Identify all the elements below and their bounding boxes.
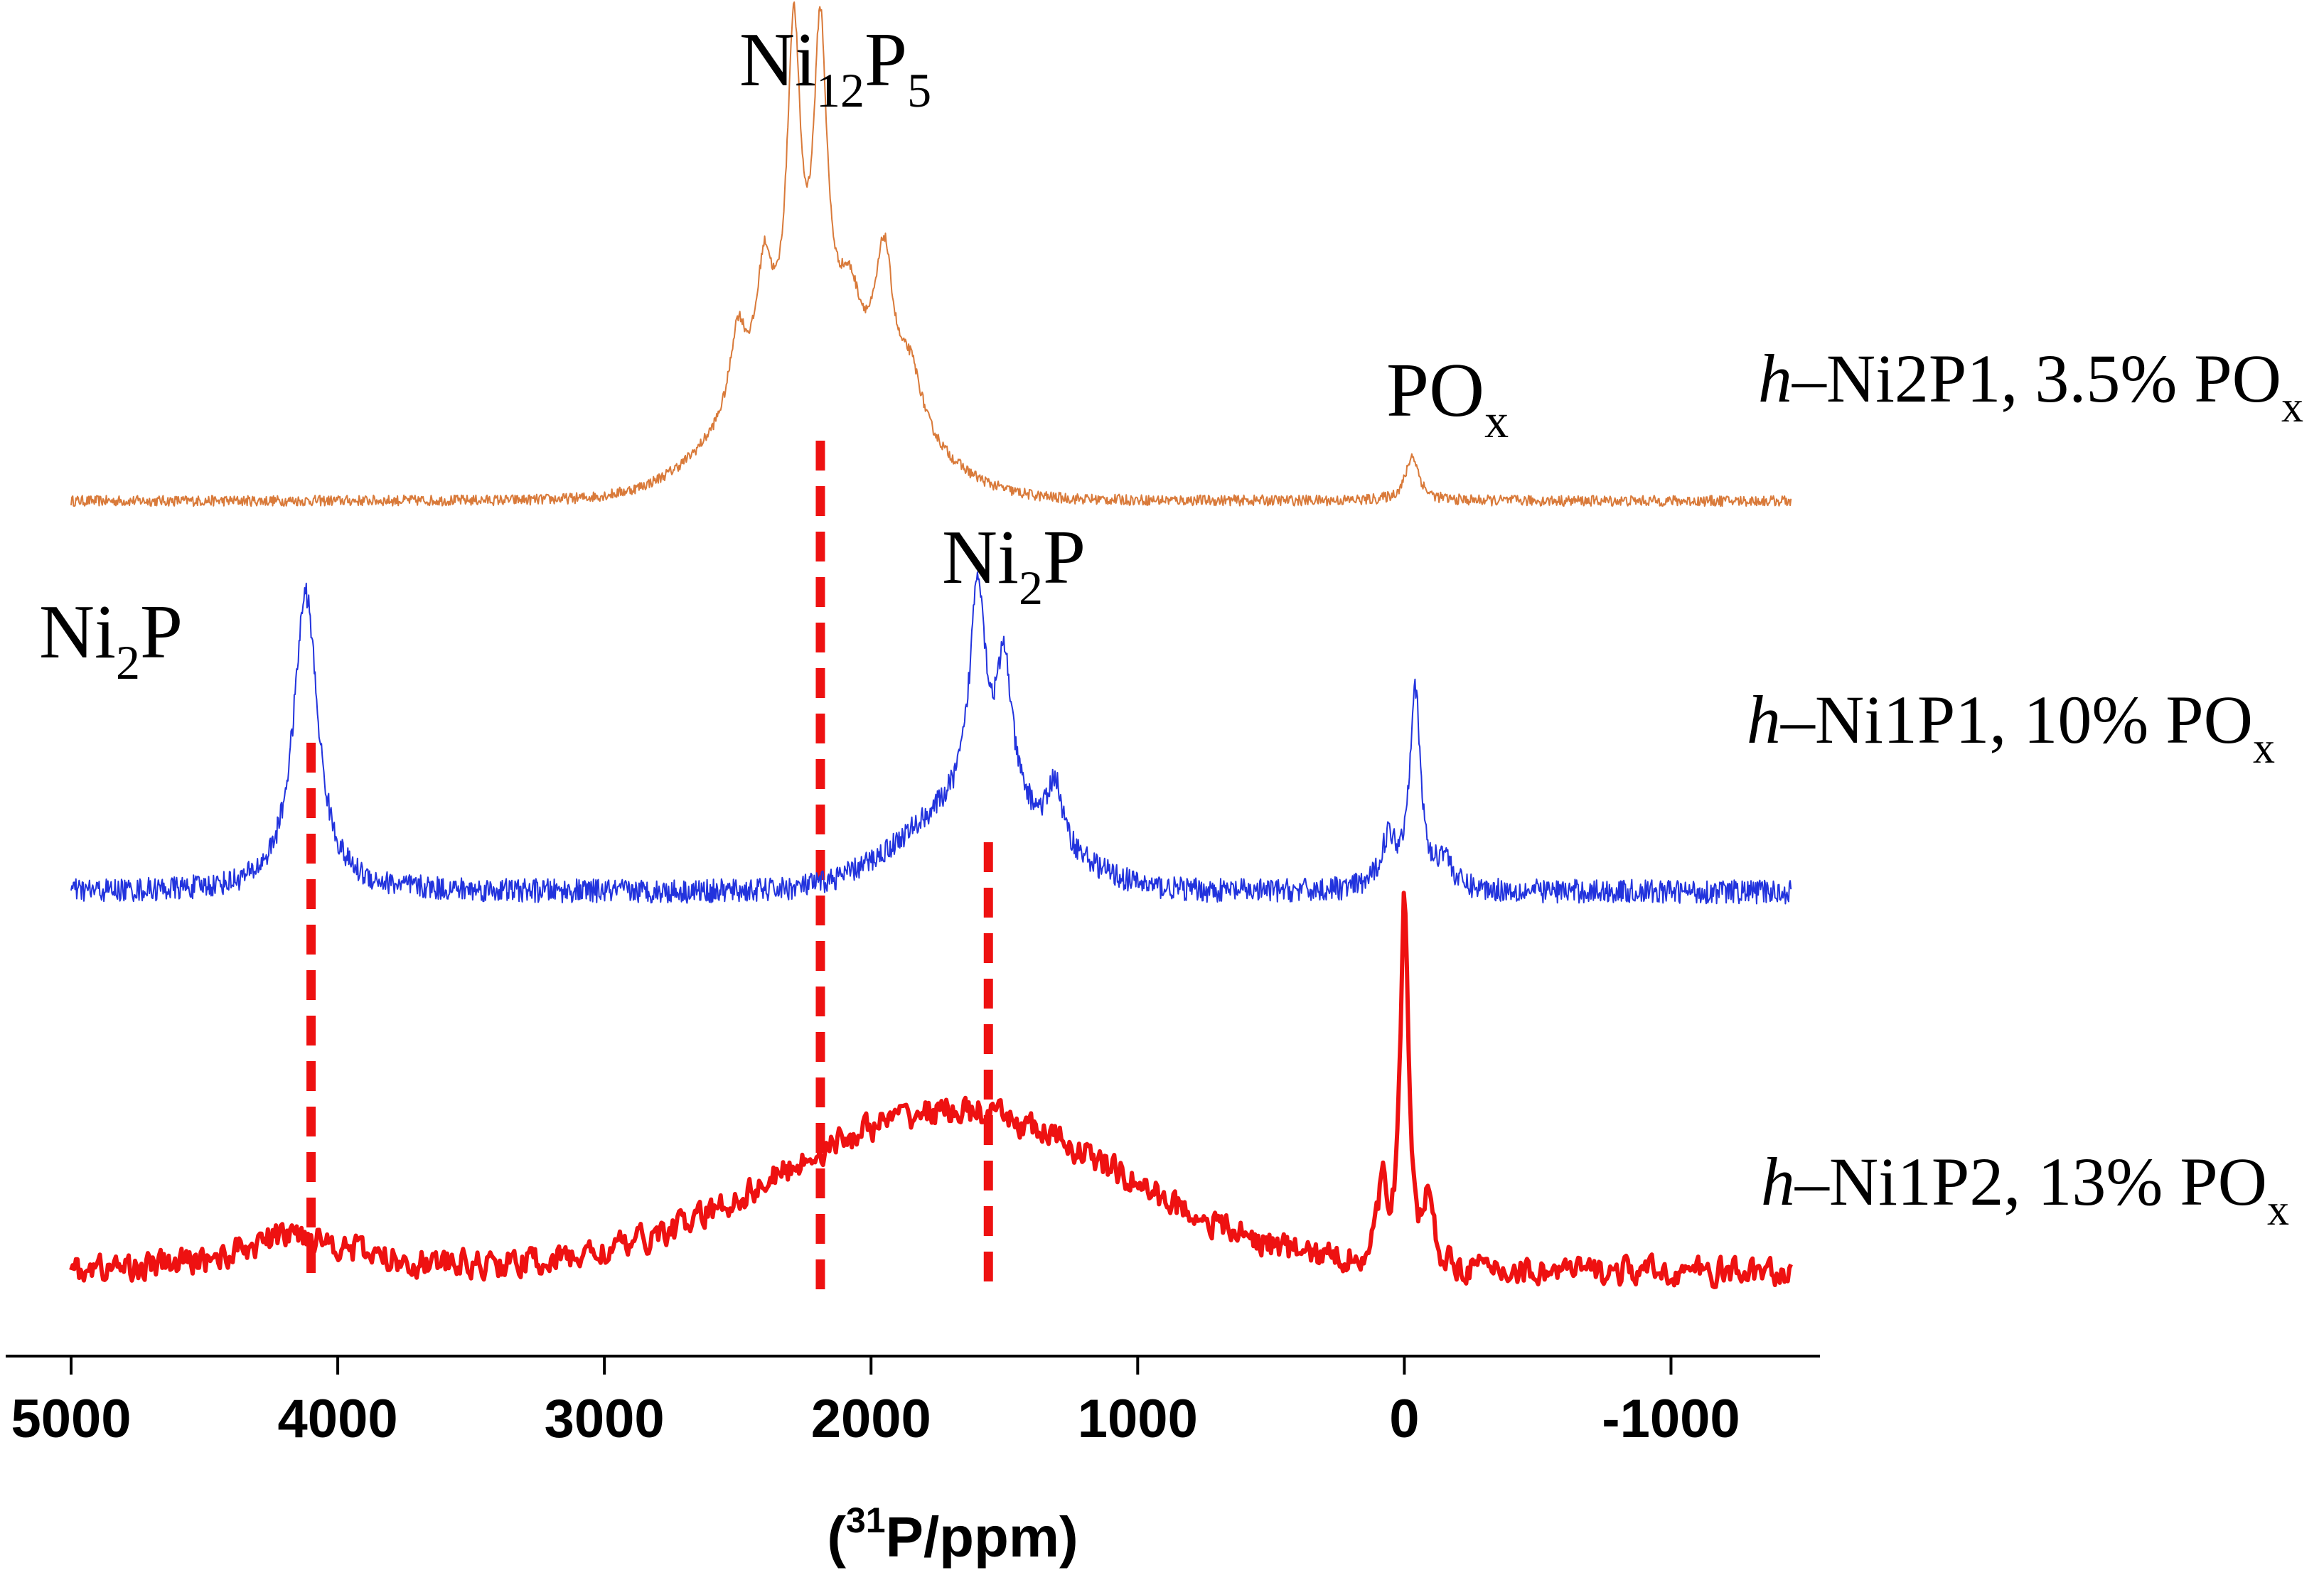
annotation-ni2p-mid: Ni2P bbox=[942, 515, 1086, 615]
x-axis-ticks: 5000 4000 3000 2000 1000 0 -1000 bbox=[11, 1356, 1740, 1449]
x-tick-label-3000: 3000 bbox=[545, 1389, 665, 1449]
annotation-ni12p5: Ni12P5 bbox=[739, 18, 931, 117]
x-tick-label--1000: -1000 bbox=[1602, 1389, 1740, 1449]
spectra-traces bbox=[69, 1, 1793, 1289]
reference-lines bbox=[306, 441, 993, 1304]
x-tick-label-4000: 4000 bbox=[278, 1389, 398, 1449]
x-tick-label-1000: 1000 bbox=[1078, 1389, 1198, 1449]
annotation-pox: POx bbox=[1386, 348, 1509, 448]
series-label-h-ni1p2: h–Ni1P2, 13% POx bbox=[1761, 1144, 2289, 1235]
trace-h-ni1p1 bbox=[70, 571, 1792, 905]
x-tick-label-2000: 2000 bbox=[811, 1389, 931, 1449]
x-tick-label-5000: 5000 bbox=[11, 1389, 131, 1449]
annotation-ni2p-left: Ni2P bbox=[39, 590, 183, 689]
x-tick-label-0: 0 bbox=[1389, 1389, 1419, 1449]
x-axis-label: (31P/ppm) bbox=[827, 1500, 1078, 1569]
series-label-h-ni2p1: h–Ni2P1, 3.5% POx bbox=[1758, 340, 2303, 431]
trace-h-ni1p2 bbox=[69, 891, 1793, 1289]
series-label-h-ni1p1: h–Ni1P1, 10% POx bbox=[1747, 682, 2275, 773]
trace-h-ni2p1 bbox=[70, 1, 1792, 507]
